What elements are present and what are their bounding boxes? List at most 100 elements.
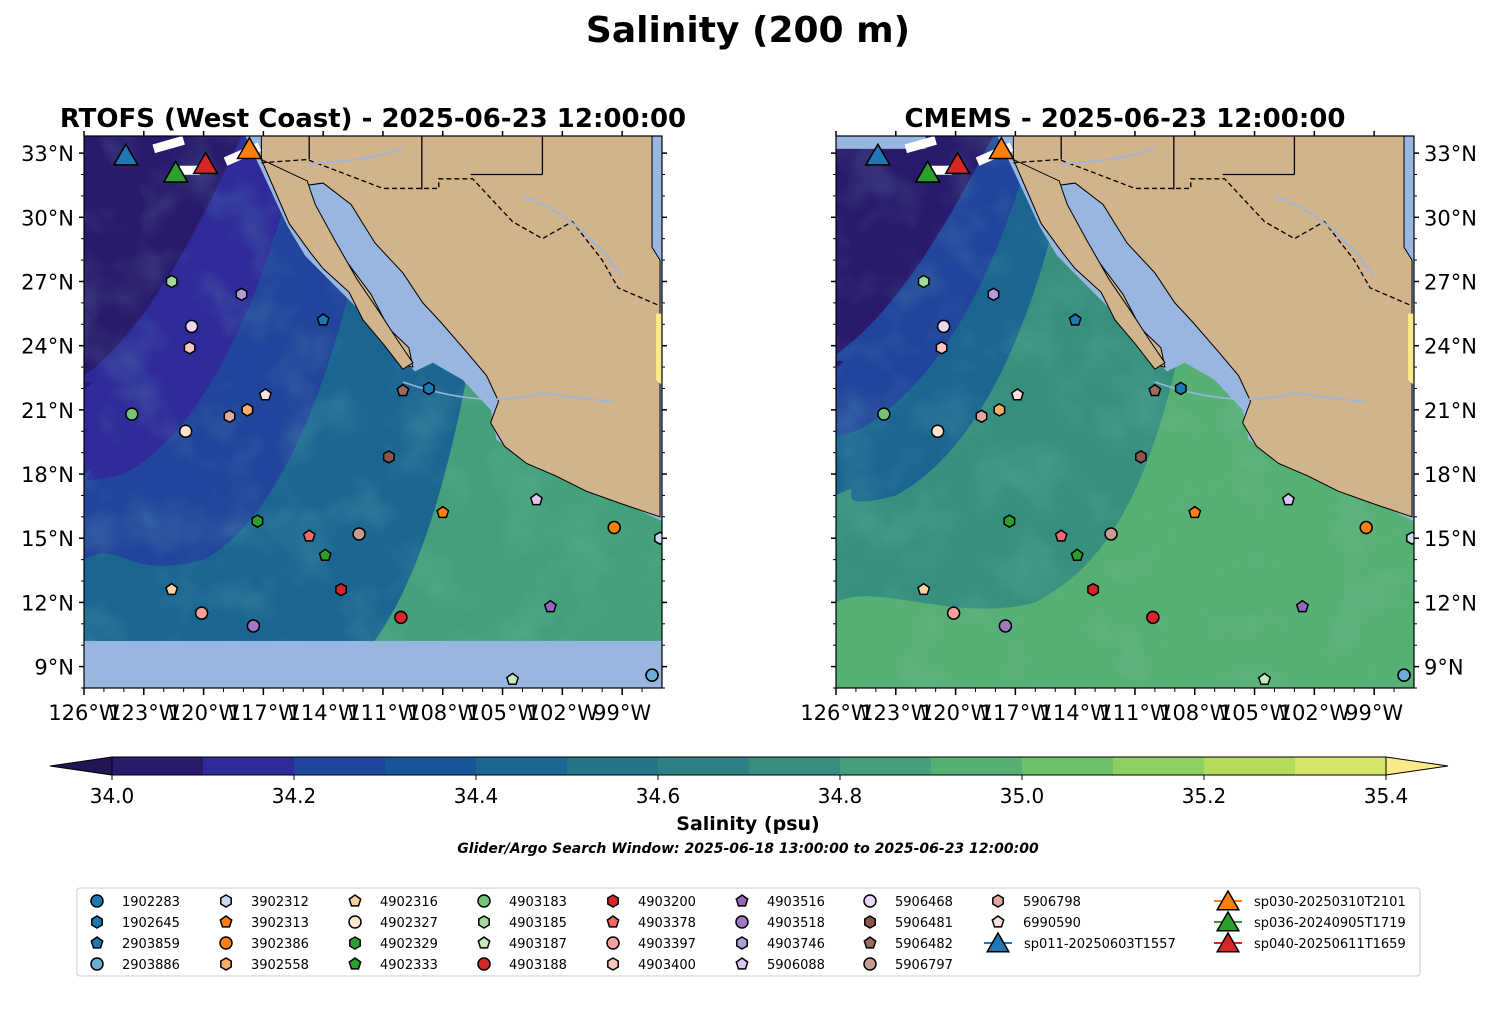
platform-2903886 [645, 668, 659, 682]
platform-4902327 [178, 424, 193, 439]
legend-label: 3902313 [251, 916, 309, 931]
legend-marker-4903188 [477, 957, 491, 971]
legend-marker-sp040-20250611T1659 [1215, 931, 1241, 953]
platform-4902316 [917, 582, 931, 596]
y-tick-label: 12°N [21, 591, 74, 615]
platform-5906797 [1104, 527, 1118, 541]
legend-label: 2903859 [122, 937, 180, 952]
platform-5906481 [1134, 450, 1147, 464]
colorbar-over-arrow [1385, 756, 1449, 776]
legend-label: 4902327 [380, 916, 438, 931]
x-tick-label: 126°W [48, 701, 120, 725]
y-tick-label: 18°N [1424, 463, 1477, 487]
platform-4903200 [335, 582, 348, 597]
right-panel-title: CMEMS - 2025-06-23 12:00:00 [905, 104, 1346, 134]
x-tick-label: 108°W [1159, 701, 1231, 725]
legend-label: 4903397 [638, 937, 696, 952]
legend-label: sp040-20250611T1659 [1254, 937, 1406, 952]
platform-4902329 [251, 514, 264, 528]
platform-4903200 [1087, 582, 1100, 597]
legend-label: 4903400 [638, 958, 696, 973]
legend-label: 5906088 [767, 958, 825, 973]
x-tick-label: 117°W [980, 701, 1052, 725]
legend-marker-4903200 [607, 894, 619, 908]
legend-label: sp036-20240905T1719 [1254, 916, 1406, 931]
platform-4903518 [246, 619, 261, 633]
legend-label: sp030-20250310T2101 [1254, 895, 1406, 910]
platform-6990590 [258, 387, 272, 401]
colorbar-segment [931, 757, 1023, 775]
platform-sp040-20250611T1659 [944, 151, 971, 175]
y-tick-label: 27°N [1424, 270, 1477, 294]
y-tick-label: 9°N [1424, 656, 1464, 680]
colorbar-tick-label: 34.6 [636, 784, 681, 808]
platform-sp011-20250603T1557 [112, 142, 140, 166]
platform-5906088 [529, 492, 543, 506]
x-tick-label: 99°W [1345, 701, 1403, 725]
colorbar-under-arrow [49, 756, 113, 776]
platform-3902386 [607, 520, 621, 535]
platform-4903188 [394, 610, 408, 625]
platform-6990590 [1010, 387, 1024, 401]
platform-3902558 [993, 403, 1006, 417]
legend-label: 4903188 [509, 958, 567, 973]
legend-label: 3902558 [251, 958, 309, 973]
legend-label: 5906798 [1023, 895, 1081, 910]
platform-4903400 [183, 340, 196, 355]
y-tick-label: 33°N [1424, 142, 1477, 166]
legend-label: 5906481 [895, 916, 953, 931]
platform-3902312 [1406, 531, 1414, 546]
colorbar-segment [112, 757, 204, 775]
x-tick-label: 111°W [347, 701, 419, 725]
legend-marker-5906088 [735, 957, 749, 970]
legend-marker-4903187 [477, 936, 491, 949]
platform-4903185 [165, 274, 178, 289]
x-tick-label: 108°W [407, 701, 479, 725]
colorbar-segment [1204, 757, 1296, 775]
colorbar: 34.0 34.2 34.4 34.6 34.8 35.0 35.2 35.4 [49, 756, 1449, 808]
y-tick-label: 33°N [21, 142, 74, 166]
colorbar-segment [385, 757, 477, 775]
legend-marker-5906482 [863, 936, 877, 949]
platform-sp011-20250603T1557 [864, 142, 892, 166]
colorbar-segment [749, 757, 841, 775]
platform-4903188 [1146, 610, 1160, 625]
platform-5906468 [936, 319, 951, 334]
platform-4903400 [935, 340, 948, 355]
legend-marker-4903183 [477, 894, 491, 908]
platform-5906798 [975, 409, 988, 424]
y-tick-label: 9°N [34, 656, 74, 680]
colorbar-tick-label: 34.2 [272, 784, 317, 808]
x-tick-label: 114°W [287, 701, 359, 725]
legend-label: 4903187 [509, 937, 567, 952]
legend-label: 5906482 [895, 937, 953, 952]
x-tick-label: 126°W [800, 701, 872, 725]
platform-4903185 [917, 274, 930, 289]
platform-3902312 [654, 531, 662, 546]
legend-marker-4902333 [348, 957, 362, 970]
platform-4903187 [505, 672, 520, 686]
legend-marker-4903518 [735, 915, 749, 929]
x-tick-label: 111°W [1099, 701, 1171, 725]
rivers [307, 148, 623, 403]
legend-label: 2903886 [122, 958, 180, 973]
platform-2903859 [1068, 313, 1082, 326]
platform-4903378 [1054, 529, 1068, 542]
legend-marker-2903859 [90, 936, 104, 949]
legend-label: 1902645 [122, 916, 180, 931]
platform-4903397 [946, 606, 961, 620]
legend-marker-3902558 [220, 957, 232, 971]
platform-3902558 [241, 403, 254, 417]
legend-label: 6990590 [1023, 916, 1081, 931]
x-tick-label: 102°W [527, 701, 599, 725]
left-map-panel: 126°W123°W120°W117°W114°W111°W108°W105°W… [21, 131, 667, 725]
x-tick-label: 105°W [467, 701, 539, 725]
platform-3902313 [436, 505, 450, 519]
legend-label: 4903185 [509, 916, 567, 931]
y-tick-label: 30°N [1424, 206, 1477, 230]
legend-marker-5906481 [864, 915, 876, 929]
missing-data-band [84, 640, 662, 688]
colorbar-segment [658, 757, 750, 775]
legend-label: 3902312 [251, 895, 309, 910]
x-tick-label: 114°W [1039, 701, 1111, 725]
